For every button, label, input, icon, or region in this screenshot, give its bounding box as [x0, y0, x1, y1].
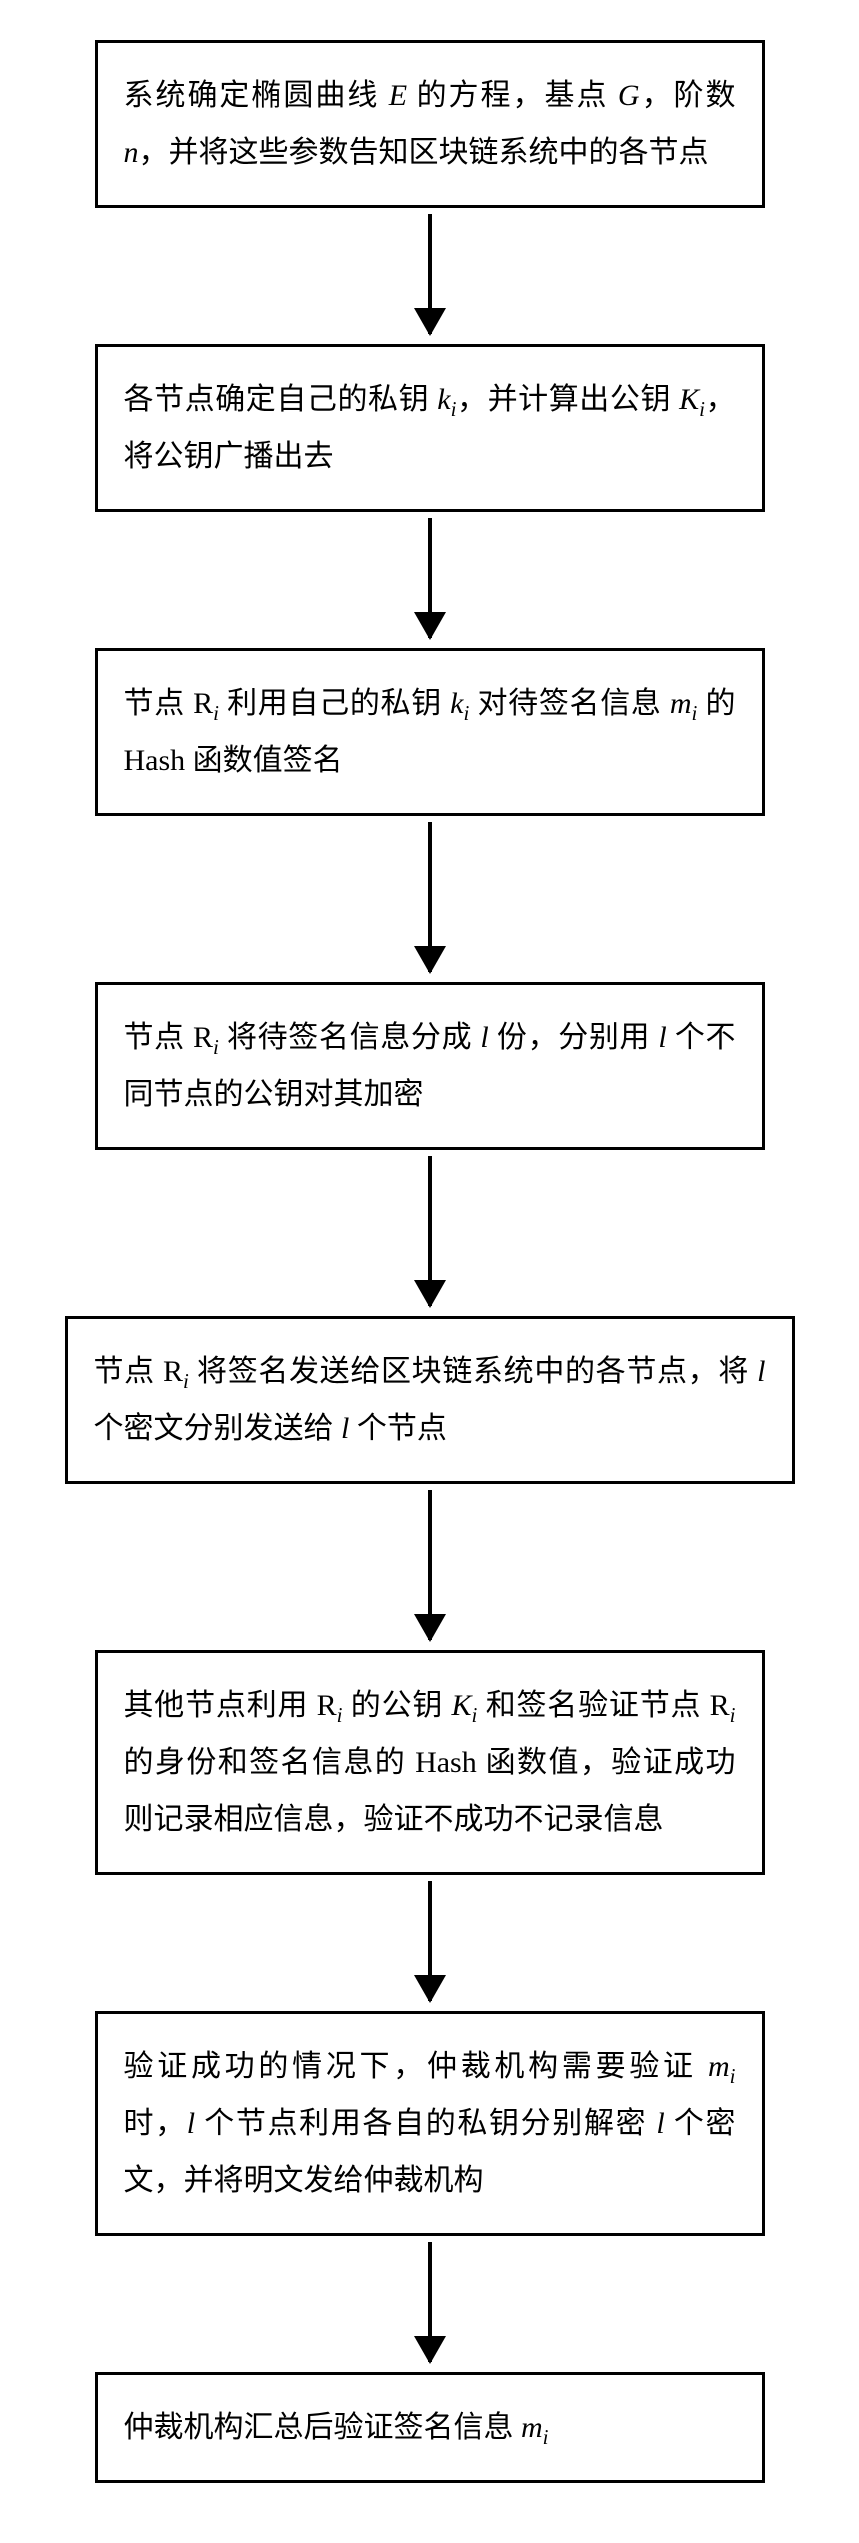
flow-box-2: 各节点确定自己的私钥 ki，并计算出公钥 Ki，将公钥广播出去	[95, 344, 765, 512]
flowchart-root: 系统确定椭圆曲线 E 的方程，基点 G，阶数 n，并将这些参数告知区块链系统中的…	[0, 0, 859, 2543]
flow-arrow-6	[428, 1881, 432, 2001]
flow-box-6: 其他节点利用 Ri 的公钥 Ki 和签名验证节点 Ri 的身份和签名信息的 Ha…	[95, 1650, 765, 1875]
flow-box-5: 节点 Ri 将签名发送给区块链系统中的各节点，将 l 个密文分别发送给 l 个节…	[65, 1316, 795, 1484]
flow-arrow-4	[428, 1156, 432, 1306]
flow-arrow-3	[428, 822, 432, 972]
flow-box-7: 验证成功的情况下，仲裁机构需要验证 mi 时，l 个节点利用各自的私钥分别解密 …	[95, 2011, 765, 2236]
flow-box-1: 系统确定椭圆曲线 E 的方程，基点 G，阶数 n，并将这些参数告知区块链系统中的…	[95, 40, 765, 208]
flow-arrow-1	[428, 214, 432, 334]
flow-arrow-7	[428, 2242, 432, 2362]
flow-box-4: 节点 Ri 将待签名信息分成 l 份，分别用 l 个不同节点的公钥对其加密	[95, 982, 765, 1150]
flow-box-8: 仲裁机构汇总后验证签名信息 mi	[95, 2372, 765, 2483]
flow-arrow-5	[428, 1490, 432, 1640]
flow-arrow-2	[428, 518, 432, 638]
flow-box-3: 节点 Ri 利用自己的私钥 ki 对待签名信息 mi 的 Hash 函数值签名	[95, 648, 765, 816]
